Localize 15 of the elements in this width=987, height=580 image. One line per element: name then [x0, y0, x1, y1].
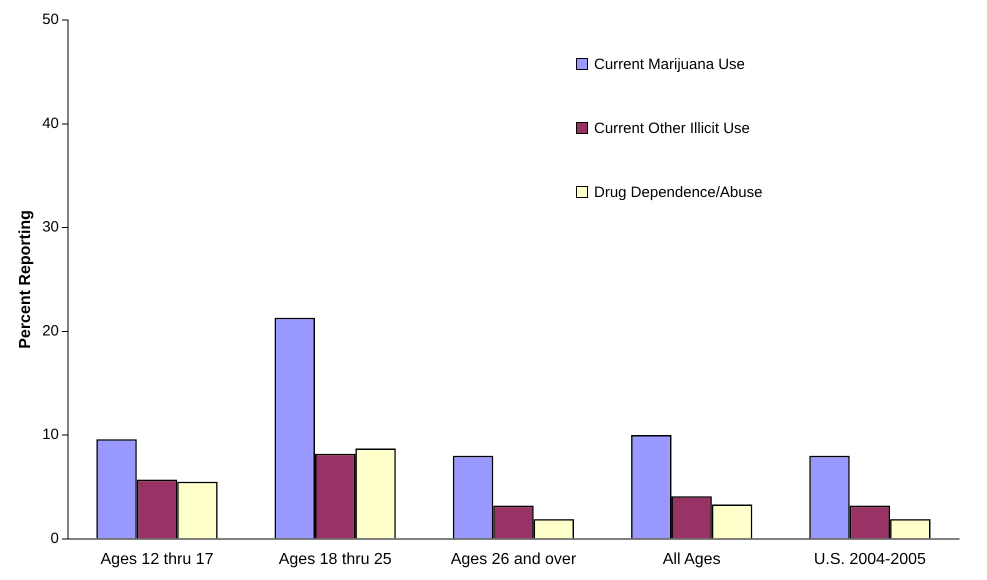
y-axis-title: Percent Reporting [17, 210, 34, 349]
y-tick-label: 40 [42, 114, 59, 132]
x-tick-label: Ages 18 thru 25 [278, 550, 392, 568]
legend-label: Current Marijuana Use [594, 56, 745, 72]
y-tick-label: 10 [42, 426, 59, 444]
y-tick-label: 50 [42, 11, 59, 28]
x-tick-label: Ages 12 thru 17 [100, 550, 214, 568]
y-tick-label: 30 [42, 218, 59, 236]
legend-label: Drug Dependence/Abuse [594, 184, 762, 200]
x-tick-label: U.S. 2004-2005 [814, 550, 926, 568]
legend-label: Current Other Illicit Use [594, 120, 750, 136]
x-tick-label: All Ages [662, 550, 721, 568]
x-tick-label: Ages 26 and over [450, 550, 577, 568]
y-tick-label: 0 [50, 530, 59, 547]
y-tick-label: 20 [42, 322, 59, 340]
